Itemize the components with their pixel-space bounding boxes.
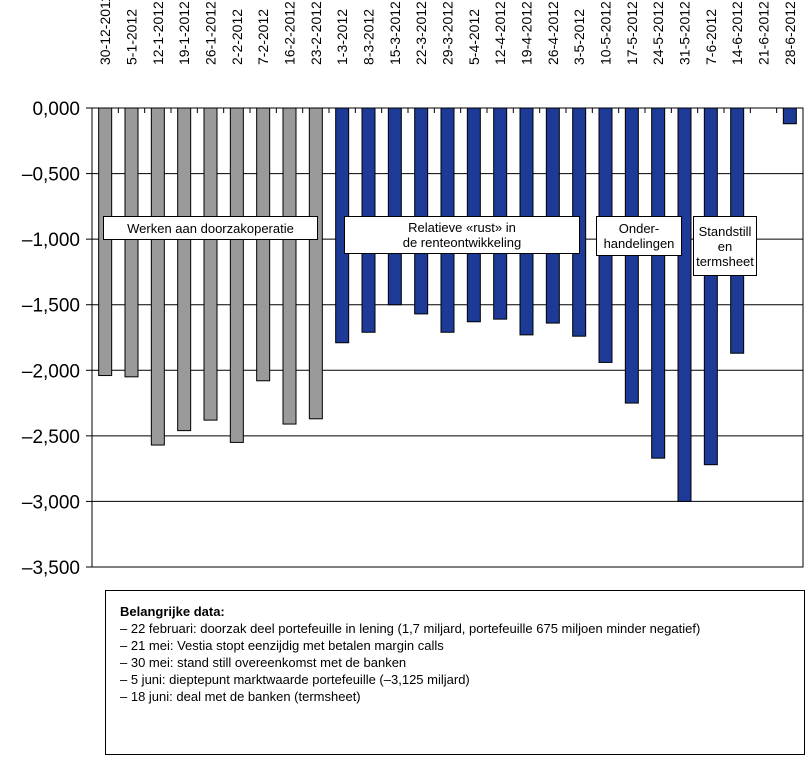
x-tick-label: 22-3-2012 bbox=[413, 1, 429, 65]
bar bbox=[466, 107, 481, 323]
bar bbox=[308, 107, 323, 420]
bar bbox=[124, 107, 139, 378]
x-tick-label: 3-5-2012 bbox=[571, 9, 587, 65]
x-tick-label: 10-5-2012 bbox=[598, 1, 614, 65]
notes-list: – 22 februari: doorzak deel portefeuille… bbox=[120, 620, 790, 705]
bar bbox=[493, 107, 508, 320]
x-tick-label: 12-4-2012 bbox=[492, 1, 508, 65]
annotation-standstill: Standstill en termsheet bbox=[693, 216, 757, 276]
x-tick-label: 26-1-2012 bbox=[203, 1, 219, 65]
annotation-doorzakoperatie: Werken aan doorzakoperatie bbox=[103, 216, 318, 240]
x-tick-label: 24-5-2012 bbox=[650, 1, 666, 65]
x-tick-label: 17-5-2012 bbox=[624, 1, 640, 65]
bar bbox=[703, 107, 718, 466]
bar bbox=[651, 107, 666, 459]
x-tick-label: 15-3-2012 bbox=[387, 1, 403, 65]
x-tick-label: 28-6-2012 bbox=[782, 1, 798, 65]
notes-item: – 22 februari: doorzak deel portefeuille… bbox=[120, 621, 701, 636]
x-tick-label: 19-1-2012 bbox=[176, 1, 192, 65]
y-tick-label: –2,500 bbox=[22, 427, 80, 448]
x-tick-label: 29-3-2012 bbox=[440, 1, 456, 65]
bar bbox=[229, 107, 244, 443]
bar bbox=[150, 107, 165, 446]
x-tick-label: 5-4-2012 bbox=[466, 9, 482, 65]
y-tick-label: –0,500 bbox=[22, 165, 80, 186]
bar bbox=[545, 107, 560, 324]
x-tick-label: 2-2-2012 bbox=[229, 9, 245, 65]
bar bbox=[677, 107, 692, 502]
x-tick-label: 7-6-2012 bbox=[703, 9, 719, 65]
y-tick-label: –1,500 bbox=[22, 296, 80, 317]
x-tick-label: 7-2-2012 bbox=[255, 9, 271, 65]
bar bbox=[414, 107, 429, 315]
annotation-onderhandelingen: Onder- handelingen bbox=[596, 216, 682, 256]
notes-item: – 30 mei: stand still overeenkomst met d… bbox=[120, 655, 407, 670]
notes-item: – 5 juni: dieptepunt marktwaarde portefe… bbox=[120, 672, 470, 687]
bar bbox=[177, 107, 192, 432]
x-tick-label: 19-4-2012 bbox=[519, 1, 535, 65]
bar bbox=[256, 107, 271, 382]
x-tick-label: 8-3-2012 bbox=[361, 9, 377, 65]
bar bbox=[282, 107, 297, 425]
x-tick-label: 5-1-2012 bbox=[124, 9, 140, 65]
y-tick-label: –3,000 bbox=[22, 492, 80, 513]
bar bbox=[782, 107, 797, 125]
y-tick-label: 0,000 bbox=[32, 99, 80, 120]
bar-chart: 0,000 –0,500 –1,000 –1,500 –2,000 –2,500 –3,00… bbox=[22, 0, 804, 579]
y-tick-label: –1,000 bbox=[22, 230, 80, 251]
y-tick-label: –3,500 bbox=[22, 558, 80, 579]
x-tick-label: 16-2-2012 bbox=[282, 1, 298, 65]
x-tick-label: 26-4-2012 bbox=[545, 1, 561, 65]
notes-box: Belangrijke data: – 22 februari: doorzak… bbox=[105, 590, 805, 755]
x-tick-label: 31-5-2012 bbox=[677, 1, 693, 65]
bar bbox=[98, 107, 113, 377]
notes-item: – 18 juni: deal met de banken (termsheet… bbox=[120, 689, 361, 704]
x-tick-label: 21-6-2012 bbox=[756, 1, 772, 65]
notes-item: – 21 mei: Vestia stopt eenzijdig met bet… bbox=[120, 638, 444, 653]
annotation-rust: Relatieve «rust» in de renteontwikkeling bbox=[344, 216, 580, 254]
bar bbox=[203, 107, 218, 421]
x-tick-label: 12-1-2012 bbox=[150, 1, 166, 65]
x-tick-label: 1-3-2012 bbox=[334, 9, 350, 65]
bar bbox=[387, 107, 402, 306]
x-tick-label: 23-2-2012 bbox=[308, 1, 324, 65]
y-tick-label: –2,000 bbox=[22, 361, 80, 382]
x-tick-label: 14-6-2012 bbox=[729, 1, 745, 65]
notes-title: Belangrijke data: bbox=[120, 604, 225, 619]
x-tick-label: 30-12-2011 bbox=[97, 0, 113, 65]
